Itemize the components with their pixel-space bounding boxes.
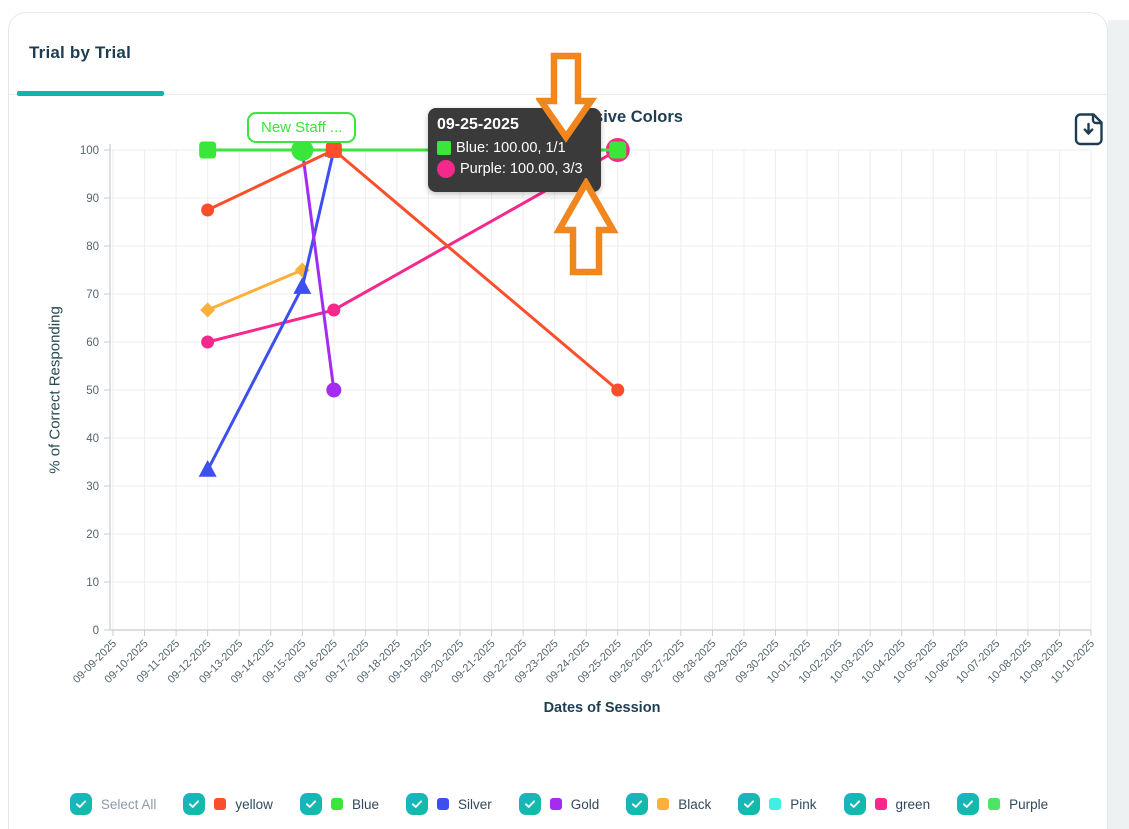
- legend-label: Black: [678, 796, 712, 812]
- svg-text:50: 50: [86, 385, 99, 397]
- legend-item-purple[interactable]: Purple: [957, 793, 1048, 815]
- svg-text:20: 20: [86, 529, 99, 541]
- checkbox-checked[interactable]: [405, 793, 428, 815]
- svg-text:60: 60: [86, 337, 99, 349]
- legend-label: yellow: [235, 796, 273, 812]
- svg-text:70: 70: [86, 289, 99, 301]
- tab-trial-by-trial[interactable]: Trial by Trial: [29, 43, 132, 62]
- series-color-swatch: [988, 798, 1001, 810]
- tooltip-row-label: Blue: 100.00, 1/1: [456, 140, 566, 156]
- x-axis-title: Dates of Session: [543, 700, 661, 716]
- tooltip-row: Purple: 100.00, 3/3: [437, 159, 591, 179]
- phase-change-annotation[interactable]: New Staff ...: [247, 112, 357, 143]
- tooltip-row: Blue: 100.00, 1/1: [437, 138, 591, 158]
- series-color-swatch: [436, 798, 449, 810]
- series-swatch: [437, 160, 455, 178]
- series-color-swatch: [549, 798, 562, 810]
- file-download-icon: [1073, 111, 1107, 150]
- trial-chart-card: Trial by Trial Expressive Colors Select …: [8, 12, 1108, 829]
- checkbox-checked[interactable]: [183, 793, 206, 815]
- active-tab-underline: [17, 91, 164, 96]
- series-color-swatch: [769, 798, 782, 810]
- legend-item-silver[interactable]: Silver: [405, 793, 492, 815]
- svg-text:10: 10: [86, 577, 99, 589]
- checkbox-checked[interactable]: [957, 793, 980, 815]
- svg-text:100: 100: [80, 145, 99, 157]
- svg-text:90: 90: [86, 193, 99, 205]
- legend-item-yellow[interactable]: yellow: [183, 793, 273, 815]
- download-chart-button[interactable]: [1069, 109, 1111, 151]
- checkbox-checked[interactable]: [626, 793, 649, 815]
- checkbox-checked[interactable]: [518, 793, 541, 815]
- legend-label: Purple: [1009, 796, 1049, 812]
- svg-text:80: 80: [86, 241, 99, 253]
- chart-canvas[interactable]: 010203040506070809010009-09-202509-10-20…: [0, 0, 1129, 770]
- series-swatch: [437, 141, 451, 155]
- checkbox-checked[interactable]: [843, 793, 866, 815]
- checkbox-checked[interactable]: [69, 793, 92, 815]
- legend-label: green: [895, 796, 931, 812]
- legend-label: Blue: [351, 796, 379, 812]
- legend-label: Silver: [457, 796, 492, 812]
- page-background-strip: [1108, 20, 1129, 829]
- checkbox-checked[interactable]: [299, 793, 322, 815]
- svg-text:40: 40: [86, 433, 99, 445]
- legend-label: Pink: [790, 796, 817, 812]
- legend-item-black[interactable]: Black: [626, 793, 711, 815]
- checkbox-checked[interactable]: [738, 793, 761, 815]
- legend-item-blue[interactable]: Blue: [299, 793, 379, 815]
- legend-item-pink[interactable]: Pink: [738, 793, 817, 815]
- legend-label: Gold: [570, 796, 600, 812]
- legend-label: Select All: [100, 796, 157, 812]
- series-color-swatch: [214, 798, 227, 810]
- legend-item-green[interactable]: green: [843, 793, 931, 815]
- legend-item-select-all[interactable]: Select All: [69, 793, 157, 815]
- chart-tooltip: 09-25-2025 Blue: 100.00, 1/1 Purple: 100…: [428, 108, 601, 192]
- svg-text:0: 0: [93, 625, 99, 637]
- tooltip-row-label: Purple: 100.00, 3/3: [460, 161, 583, 177]
- series-color-swatch: [657, 798, 670, 810]
- series-color-swatch: [330, 798, 343, 810]
- series-legend: Select All yellow Blue Silver Gold Black Pink g…: [9, 793, 1109, 815]
- svg-text:30: 30: [86, 481, 99, 493]
- tooltip-date: 09-25-2025: [437, 116, 519, 133]
- series-color-swatch: [874, 798, 887, 810]
- legend-item-gold[interactable]: Gold: [518, 793, 600, 815]
